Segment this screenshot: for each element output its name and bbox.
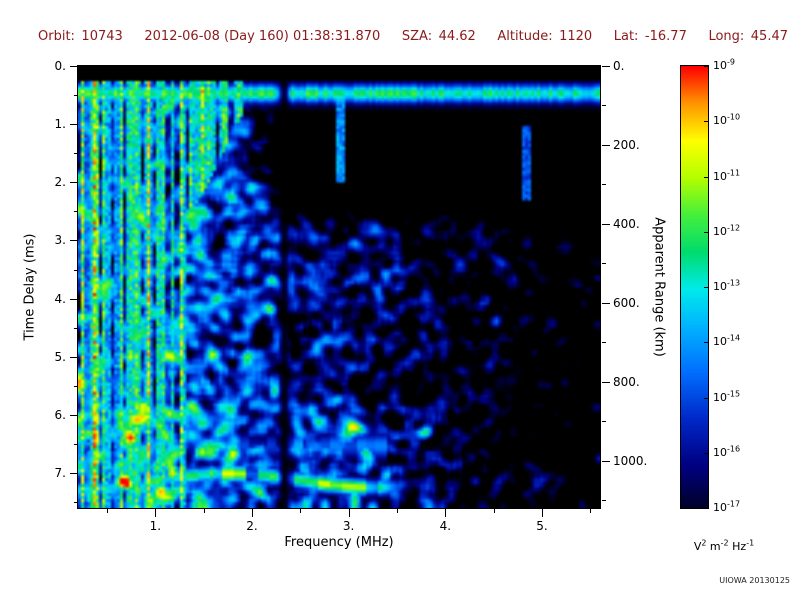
header-item: Altitude: 1120 [497,29,593,44]
header-item: SZA: 44.62 [401,29,476,44]
y-axis-tick-label: 7. [54,466,66,481]
x-axis-tick [252,509,253,517]
y-axis-minor-tick [74,211,78,213]
x-axis-tick [155,509,157,517]
y-axis-tick-label: 3. [54,233,66,248]
x-axis-tick-label: 1. [149,519,162,533]
x-axis-tick [348,509,350,517]
y2-axis-minor-tick [602,342,606,344]
y2-axis-minor-tick [602,105,606,107]
y-axis-tick-label: 4. [54,291,66,306]
y-axis-tick-label: 6. [54,407,66,422]
x-axis-title: Frequency (MHz) [284,535,394,550]
colorbar-canvas [681,66,708,508]
y-axis-tick [70,124,78,126]
y-axis-tick [70,473,78,475]
colorbar [680,65,709,509]
colorbar-tick-label: 10-10 [713,112,741,128]
x-axis-tick-label: 4. [439,519,452,533]
colorbar-tick-label: 10-13 [713,278,741,293]
header-item: Long: 45.47 [708,29,788,44]
colorbar-tick-label: 10-11 [713,167,741,183]
y2-axis-tick [602,381,610,383]
x-axis-minor-tick [300,509,302,513]
y2-axis-minor-tick [602,421,606,423]
y-axis-minor-tick [74,444,78,446]
y-axis-tick [70,182,78,184]
colorbar-tick-label: 10-9 [713,57,735,72]
y-axis-tick [70,414,78,416]
x-axis-minor-tick [203,509,205,513]
y2-axis-tick [602,144,610,146]
y-axis-minor-tick [74,502,78,504]
y-axis-tick [70,298,78,300]
colorbar-tick [704,508,708,509]
x-axis-tick-label: 5. [536,519,548,533]
x-axis-tick [445,509,447,517]
watermark: UIOWA 20130125 [719,576,790,585]
y-axis-minor-tick [74,153,78,155]
y-axis-minor-tick [74,385,78,387]
x-axis-minor-tick [590,509,592,513]
colorbar-tick [704,397,708,399]
y2-axis-tick-label: 1000. [613,453,648,468]
y2-axis-tick-label: 200. [613,137,640,152]
y-axis-tick-label: 5. [54,349,66,364]
colorbar-tick [704,176,708,178]
header-info: Orbit: 10743 2012-06-08 (Day 160) 01:38:3… [38,29,788,44]
x-axis-tick-label: 3. [342,519,355,533]
y-axis-tick-label: 2. [54,175,66,190]
colorbar-tick [704,452,708,454]
colorbar-tick-label: 10-12 [713,223,741,238]
plot-area [77,65,601,509]
colorbar-tick-label: 10-15 [713,388,741,404]
y-axis-minor-tick [74,95,78,97]
x-axis-minor-tick [397,509,398,513]
y2-axis-minor-tick [602,263,606,265]
colorbar-tick-label: 10-14 [713,333,741,349]
y2-axis-tick [602,66,610,67]
y-axis-minor-tick [74,327,78,329]
header-item: 2012-06-08 (Day 160) 01:38:31.870 [144,29,381,44]
y-axis-tick-label: 1. [54,117,66,132]
colorbar-tick-label: 10-17 [713,499,741,514]
header-item: Lat: -16.77 [613,29,687,44]
colorbar-tick [704,121,708,123]
y-axis-tick [70,356,78,358]
y-axis-tick-label: 0. [54,59,66,73]
y2-axis-tick [602,460,610,462]
y2-axis-tick-label: 400. [613,216,640,231]
colorbar-tick [704,342,708,344]
y-axis-tick [70,240,78,242]
colorbar-tick [704,66,708,67]
spectrogram-canvas [78,66,600,508]
colorbar-tick [704,287,708,288]
x-axis-minor-tick [107,509,108,513]
colorbar-units-label: V2 m-2 Hz-1 [693,538,755,553]
y2-axis-tick-label: 800. [613,374,640,389]
colorbar-tick-label: 10-16 [713,444,741,459]
y2-axis-tick [602,302,610,304]
y2-axis-tick-label: 0. [613,59,625,73]
x-axis-minor-tick [493,509,495,513]
y-axis-tick [70,66,78,67]
x-axis-tick [542,509,543,517]
colorbar-tick [704,231,708,233]
y2-axis-tick-label: 600. [613,295,640,310]
y-axis-minor-tick [74,269,78,271]
y2-axis-minor-tick [602,184,606,186]
y2-axis-tick [602,223,610,225]
x-axis-tick-label: 2. [246,519,258,533]
y2-axis-minor-tick [602,500,606,502]
header-item: Orbit: 10743 [38,29,123,44]
